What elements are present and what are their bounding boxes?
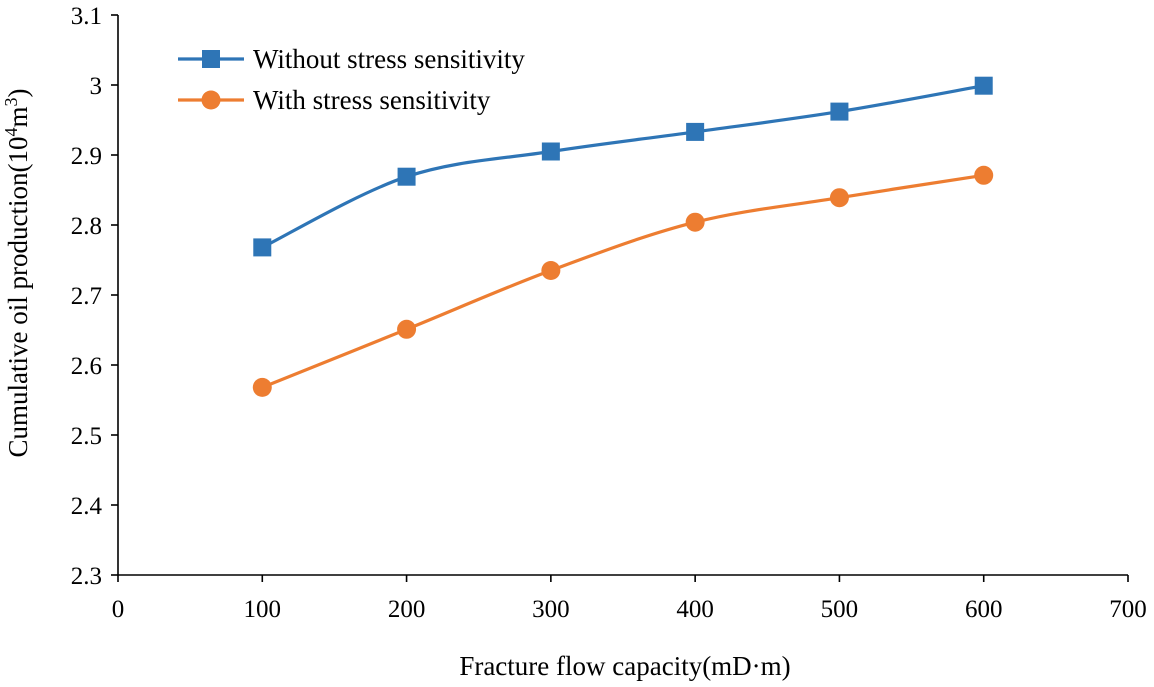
y-tick-label: 3.1 — [71, 3, 102, 30]
legend-label: With stress sensitivity — [253, 85, 491, 115]
data-point — [541, 142, 560, 161]
x-tick-label: 100 — [244, 596, 282, 623]
data-point — [974, 76, 993, 95]
x-ticks: 0 100 200 300 400 500 600 700 — [112, 575, 1147, 623]
y-axis-title: Cumulative oil production(104m3) — [1, 89, 33, 458]
data-point — [830, 102, 849, 121]
x-tick-label: 200 — [388, 596, 426, 623]
y-ticks: 2.3 2.4 2.5 2.6 2.7 2.8 2.9 3 3.1 — [71, 3, 118, 590]
data-point — [397, 319, 417, 339]
x-tick-label: 700 — [1109, 596, 1147, 623]
series-layer — [252, 76, 994, 397]
x-tick-label: 300 — [532, 596, 570, 623]
x-tick-label: 500 — [821, 596, 859, 623]
y-tick-label: 2.6 — [71, 353, 102, 380]
x-tick-label: 0 — [112, 596, 125, 623]
y-axis-title-sup2: 3 — [1, 98, 21, 107]
y-axis-title-sup1: 4 — [1, 128, 21, 137]
data-point — [541, 261, 561, 280]
data-point — [686, 122, 705, 141]
legend-item: Without stress sensitivity — [178, 44, 525, 74]
y-tick-label: 2.8 — [71, 213, 102, 240]
y-axis-title-main: Cumulative oil production(10 — [3, 137, 33, 458]
y-tick-label: 2.4 — [71, 493, 103, 520]
data-point — [974, 165, 994, 185]
y-tick-label: 2.9 — [71, 143, 102, 170]
series-1 — [253, 76, 993, 257]
y-tick-label: 2.5 — [71, 423, 102, 450]
y-tick-label: 2.3 — [71, 563, 102, 590]
x-tick-label: 400 — [676, 596, 714, 623]
legend-marker — [201, 90, 221, 110]
y-tick-label: 3 — [90, 73, 103, 100]
series-2 — [252, 165, 994, 397]
x-axis-title: Fracture flow capacity(mD·m) — [459, 651, 790, 681]
series-line — [260, 173, 986, 389]
data-point — [829, 188, 849, 208]
y-axis-title-end: ) — [3, 89, 33, 98]
legend: Without stress sensitivity With stress se… — [178, 44, 525, 115]
data-point — [685, 212, 705, 232]
data-point — [253, 238, 272, 257]
series-line — [260, 84, 986, 249]
legend-item: With stress sensitivity — [178, 85, 491, 115]
y-tick-label: 2.7 — [71, 283, 102, 310]
legend-label: Without stress sensitivity — [253, 44, 525, 74]
x-tick-label: 600 — [965, 596, 1003, 623]
data-point — [252, 377, 272, 397]
y-axis-title-mid: m — [3, 107, 33, 128]
legend-marker — [202, 50, 220, 68]
data-point — [397, 167, 416, 186]
